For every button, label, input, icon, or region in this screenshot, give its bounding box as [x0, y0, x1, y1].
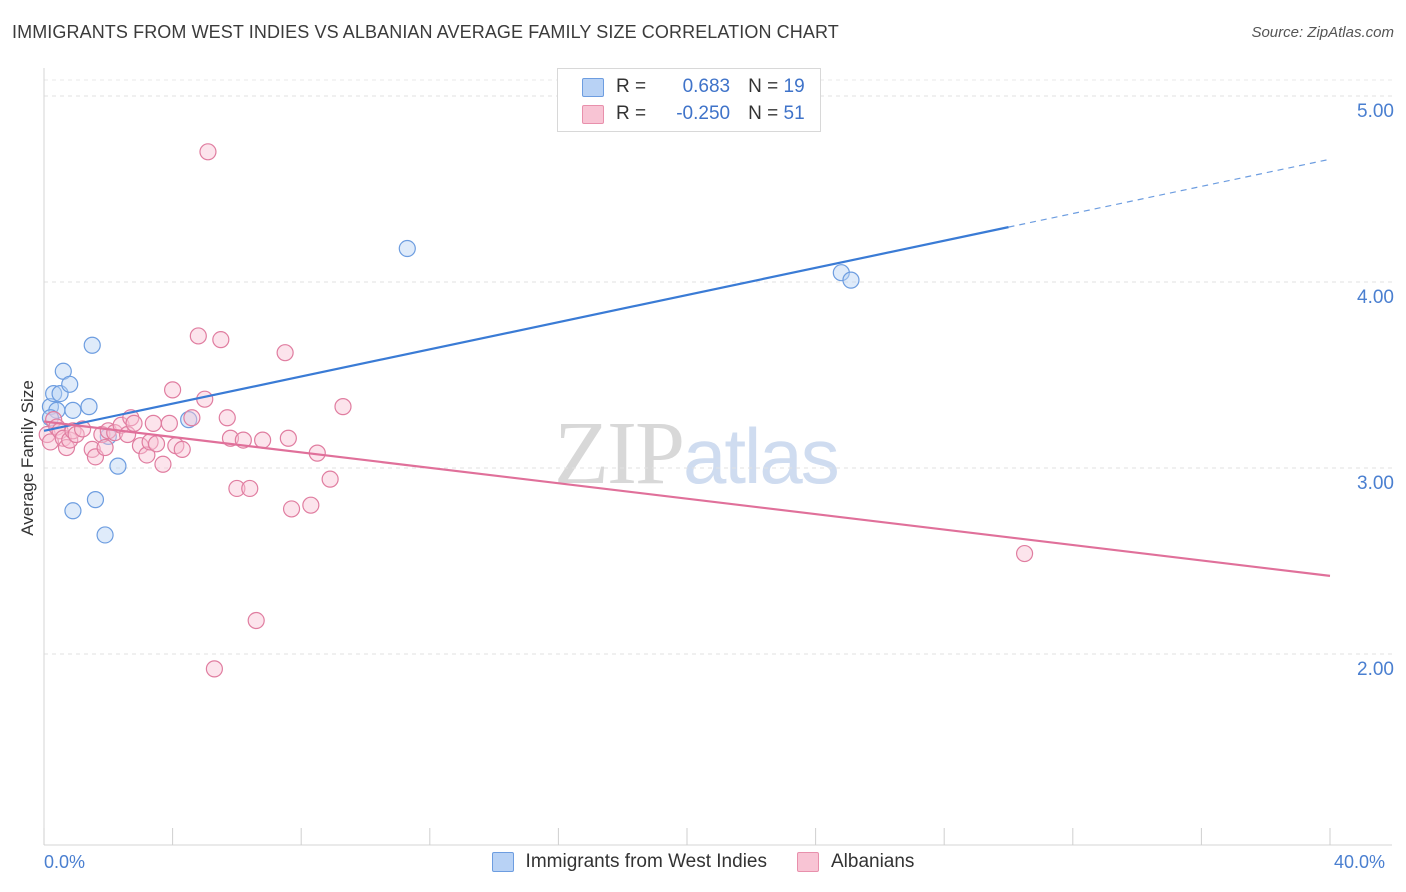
- point-west-indies-1: [45, 385, 63, 403]
- point-albanians-26: [154, 455, 172, 473]
- point-albanians-47: [321, 470, 339, 488]
- series-legend-item-west-indies[interactable]: Immigrants from West Indies: [491, 851, 767, 873]
- point-albanians-34: [199, 143, 217, 161]
- y-tick-label-0: 2.00: [1357, 659, 1394, 680]
- legend-n-value: 51: [783, 103, 805, 124]
- point-albanians-25: [147, 435, 166, 453]
- axes: [43, 68, 1392, 846]
- point-albanians-48: [334, 398, 352, 416]
- x-tick-label-min: 0.0%: [44, 852, 86, 872]
- point-albanians-37: [221, 429, 240, 447]
- point-west-indies-9: [64, 502, 82, 520]
- series-legend-item-albanians[interactable]: Albanians: [796, 851, 915, 873]
- legend-n-label: N =: [748, 76, 779, 97]
- trend-line-albanians: [43, 420, 1331, 577]
- point-west-indies-7: [80, 398, 98, 416]
- point-west-indies-10: [86, 491, 105, 509]
- watermark-atlas: atlas: [683, 412, 840, 500]
- point-albanians-33: [196, 390, 214, 408]
- point-albanians-35: [212, 331, 230, 349]
- point-albanians-40: [241, 479, 259, 498]
- series-name-west-indies: Immigrants from West Indies: [525, 851, 767, 872]
- point-west-indies-11: [96, 526, 114, 544]
- point-west-indies-5: [61, 375, 79, 393]
- data-points: [38, 143, 1034, 678]
- legend-r-label: R =: [616, 103, 647, 124]
- y-tick-label-1: 3.00: [1357, 473, 1394, 494]
- legend-swatch-west-indies: [582, 77, 604, 97]
- point-albanians-30: [173, 440, 191, 458]
- series-name-albanians: Albanians: [830, 851, 915, 872]
- correlation-legend: R = 0.683 N = 19 R = -0.250 N = 51: [557, 68, 821, 132]
- gridlines: [44, 79, 1392, 655]
- legend-swatch-albanians: [582, 104, 604, 124]
- point-west-indies-6: [64, 401, 82, 419]
- legend-row-albanians: R = -0.250 N = 51: [582, 102, 805, 126]
- y-tick-label-2: 4.00: [1357, 287, 1394, 308]
- point-albanians-44: [282, 500, 301, 518]
- legend-r-value: 0.683: [682, 76, 731, 97]
- series-legend: Immigrants from West Indies Albanians: [0, 851, 1406, 873]
- point-west-indies-17: [842, 271, 860, 289]
- legend-row-west-indies: R = 0.683 N = 19: [582, 75, 805, 99]
- point-west-indies-13: [109, 457, 127, 475]
- y-axis-label: Average Family Size: [18, 380, 37, 536]
- point-albanians-28: [164, 381, 182, 399]
- trend-lines: [43, 158, 1331, 577]
- point-albanians-49: [247, 611, 265, 630]
- source-credit: Source: ZipAtlas.com: [1251, 24, 1394, 41]
- point-albanians-31: [183, 409, 201, 427]
- point-west-indies-15: [398, 239, 416, 258]
- point-albanians-36: [218, 409, 236, 427]
- point-albanians-43: [279, 429, 297, 447]
- chart-title: IMMIGRANTS FROM WEST INDIES VS ALBANIAN …: [12, 22, 839, 42]
- point-albanians-42: [276, 344, 294, 362]
- y-tick-label-3: 5.00: [1357, 101, 1394, 122]
- point-albanians-50: [205, 660, 223, 678]
- legend-n-label: N =: [748, 103, 779, 124]
- x-tick-label-max: 40.0%: [1334, 852, 1386, 872]
- watermark-zip: ZIP: [554, 404, 685, 503]
- point-albanians-1: [41, 433, 60, 451]
- point-albanians-22: [138, 446, 156, 464]
- point-albanians-27: [160, 414, 178, 432]
- point-albanians-24: [144, 414, 162, 432]
- point-west-indies-8: [83, 336, 101, 354]
- point-albanians-32: [189, 327, 207, 345]
- legend-n-value: 19: [783, 76, 805, 97]
- point-albanians-45: [302, 496, 320, 514]
- watermark: ZIPatlas: [554, 408, 840, 500]
- point-albanians-14: [96, 438, 114, 457]
- series-swatch-west-indies: [491, 852, 514, 872]
- series-swatch-albanians: [796, 852, 819, 872]
- point-albanians-41: [254, 431, 272, 449]
- trend-line-west-indies: [43, 226, 1009, 432]
- legend-r-label: R =: [616, 76, 647, 97]
- point-albanians-38: [228, 479, 246, 498]
- legend-r-value: -0.250: [676, 103, 731, 124]
- trend-line-extension-west-indies: [1008, 158, 1331, 228]
- point-albanians-51: [1015, 544, 1034, 563]
- point-albanians-20: [125, 414, 143, 432]
